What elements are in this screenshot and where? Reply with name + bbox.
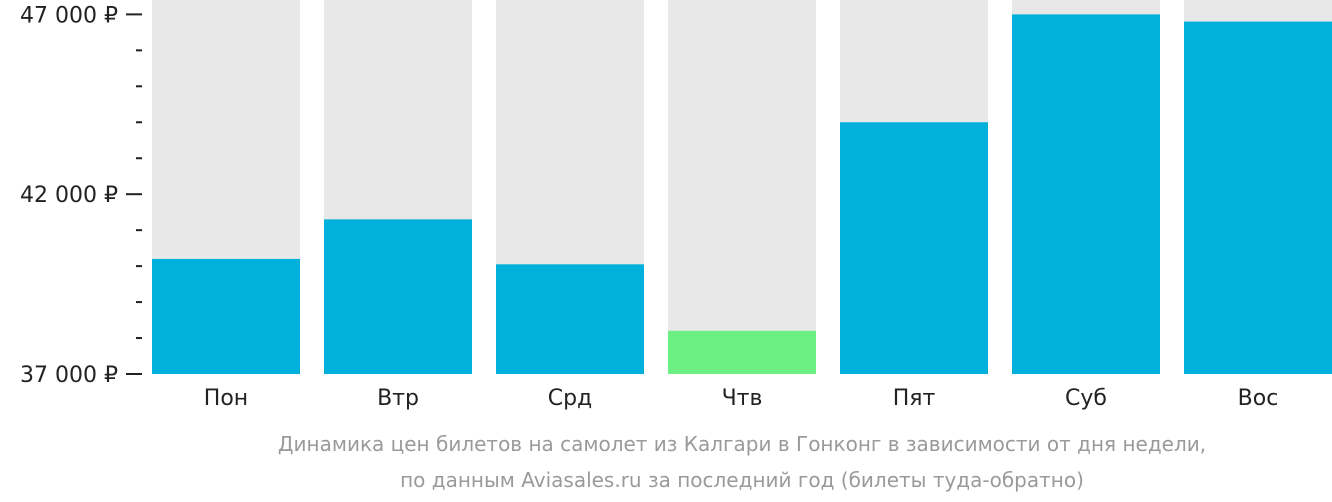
- y-axis: 37 000 ₽ 42 000 ₽ 47 000 ₽: [20, 3, 142, 388]
- chart-caption-line-2: по данным Aviasales.ru за последний год …: [400, 468, 1084, 492]
- x-tick-label-5: Пят: [893, 386, 936, 411]
- x-axis: Пон Втр Срд Чтв Пят Суб Вос: [204, 386, 1279, 411]
- y-tick-label-1: 37 000 ₽: [20, 363, 118, 388]
- x-tick-label-1: Пон: [204, 386, 248, 411]
- bar-3: [496, 264, 644, 374]
- bar-1: [152, 258, 300, 374]
- x-tick-label-3: Срд: [548, 386, 593, 411]
- y-tick-label-2: 42 000 ₽: [20, 183, 118, 208]
- background-bar-4: [668, 0, 816, 374]
- y-tick-label-3: 47 000 ₽: [20, 3, 118, 28]
- x-tick-label-4: Чтв: [722, 386, 763, 411]
- chart-caption-line-1: Динамика цен билетов на самолет из Калга…: [277, 432, 1207, 456]
- bar-7: [1184, 21, 1332, 374]
- x-tick-label-6: Суб: [1065, 386, 1107, 411]
- x-tick-label-7: Вос: [1238, 386, 1279, 411]
- bar-5: [840, 122, 988, 375]
- price-by-weekday-chart: 37 000 ₽ 42 000 ₽ 47 000 ₽ Пон Втр Срд Чтв Пят…: [20, 0, 1332, 411]
- bar-2: [324, 219, 472, 374]
- bars: [152, 14, 1332, 375]
- bar-6: [1012, 14, 1160, 375]
- bar-4: [668, 330, 816, 374]
- x-tick-label-2: Втр: [377, 386, 419, 411]
